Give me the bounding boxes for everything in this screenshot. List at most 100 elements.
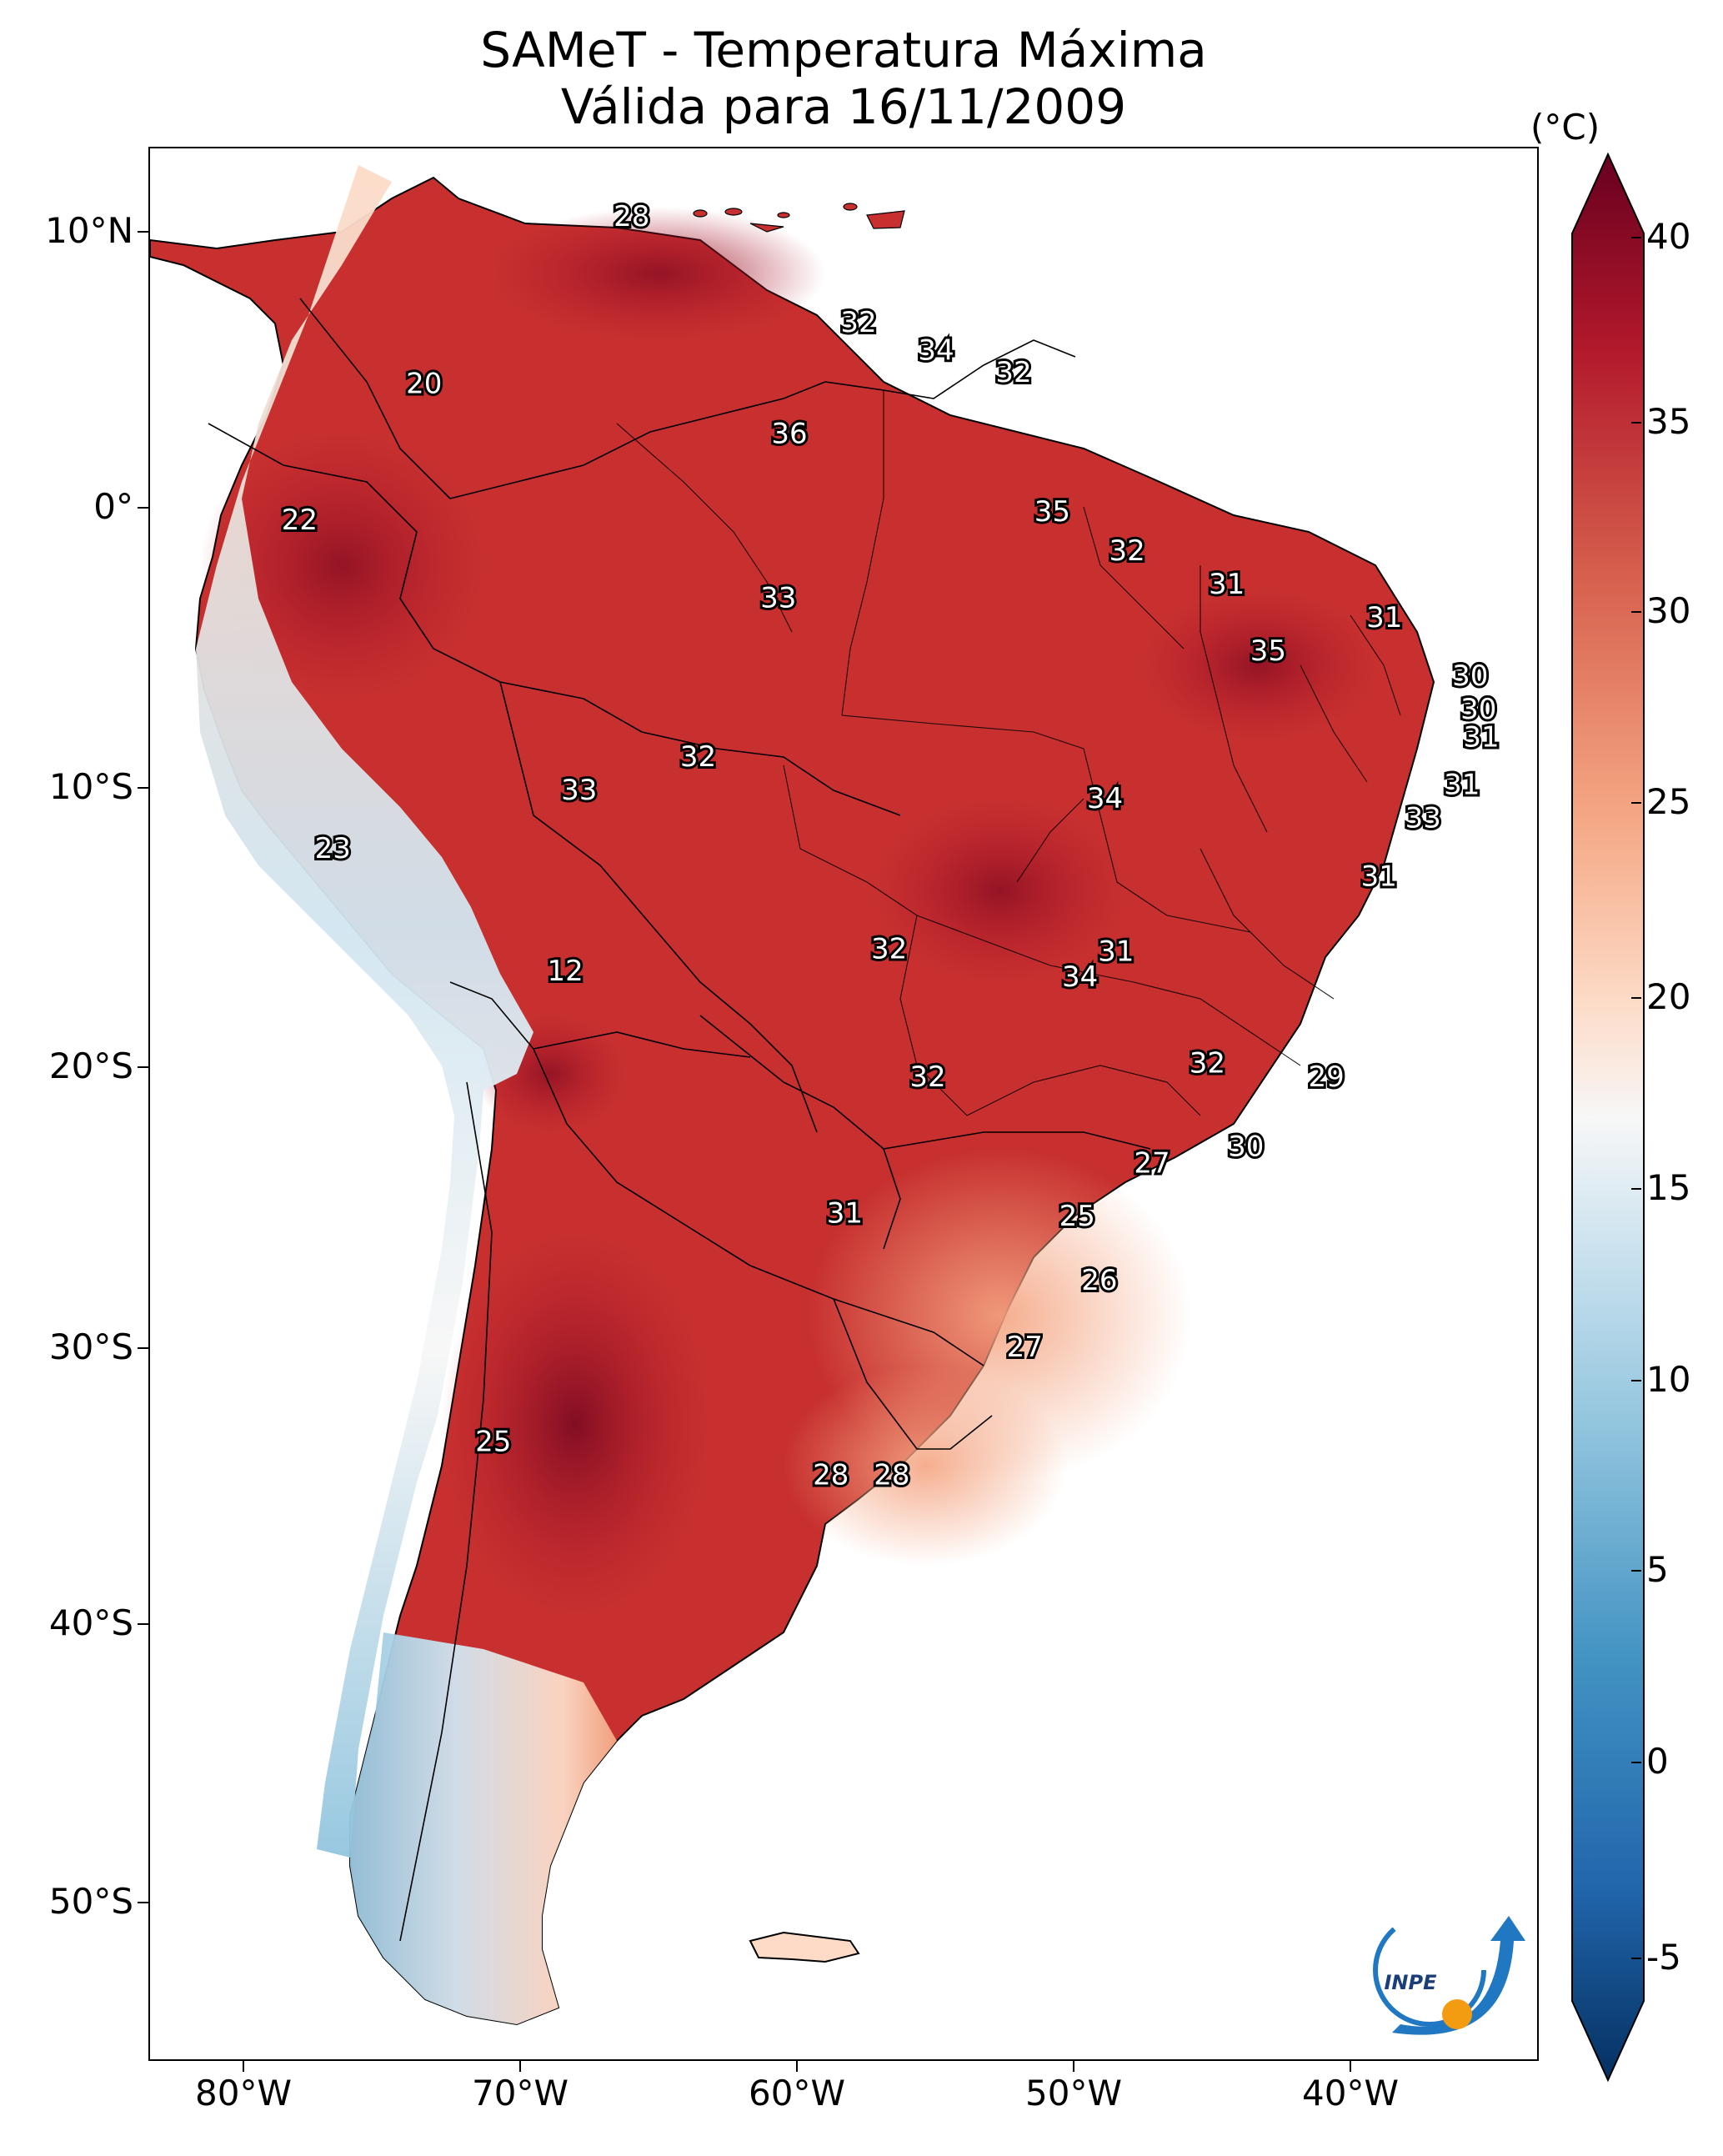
falkland-islands bbox=[749, 1931, 860, 1963]
lon-tick bbox=[519, 2061, 521, 2072]
isotherm-label: 22 bbox=[282, 504, 318, 537]
isotherm-label: 27 bbox=[1134, 1147, 1170, 1181]
colorbar-tick bbox=[1631, 1958, 1641, 1959]
isotherm-label: 29 bbox=[1308, 1060, 1344, 1094]
state-borders bbox=[616, 390, 1401, 1116]
lat-label-30s: 30°S bbox=[48, 1326, 133, 1367]
colorbar-label-10: 10 bbox=[1646, 1359, 1691, 1400]
isotherm-label: 35 bbox=[1250, 634, 1286, 668]
isotherm-label: 26 bbox=[1081, 1264, 1117, 1297]
colorbar-tick bbox=[1631, 611, 1641, 613]
colorbar-tick bbox=[1631, 997, 1641, 999]
lon-label-70w: 70°W bbox=[472, 2073, 568, 2113]
lon-tick bbox=[796, 2061, 798, 2072]
lon-label-40w: 40°W bbox=[1302, 2073, 1399, 2113]
lat-label-10n: 10°N bbox=[45, 210, 133, 251]
isotherm-label: 35 bbox=[1034, 495, 1070, 529]
isotherm-label: 23 bbox=[315, 832, 351, 865]
isotherm-label: 20 bbox=[406, 367, 442, 400]
lat-label-10s: 10°S bbox=[48, 766, 133, 807]
lat-tick bbox=[138, 1347, 148, 1349]
colorbar-tick bbox=[1631, 1570, 1641, 1572]
colorbar-tick bbox=[1631, 1762, 1641, 1763]
colorbar-tick bbox=[1631, 237, 1641, 238]
isotherm-label: 25 bbox=[475, 1426, 511, 1459]
isotherm-label: 31 bbox=[1444, 768, 1480, 801]
colorbar-label-25: 25 bbox=[1646, 781, 1691, 822]
lat-label-0: 0° bbox=[93, 486, 133, 527]
isotherm-label: 32 bbox=[1190, 1046, 1225, 1080]
colorbar-tick bbox=[1631, 1188, 1641, 1190]
isotherm-label: 27 bbox=[1007, 1331, 1043, 1364]
lon-tick bbox=[1350, 2061, 1351, 2072]
mild-region-uruguay bbox=[784, 1366, 1067, 1566]
inpe-logo: INPE bbox=[1373, 1913, 1525, 2035]
lat-label-20s: 20°S bbox=[48, 1045, 133, 1086]
isotherm-label: 28 bbox=[813, 1459, 849, 1492]
colorbar-label-35: 35 bbox=[1646, 401, 1691, 442]
andes-cool-band bbox=[196, 165, 533, 1858]
hot-core-goias bbox=[875, 799, 1125, 982]
patagonia-region bbox=[350, 1632, 617, 2024]
lat-tick bbox=[138, 507, 148, 509]
map-panel: 28 20 22 32 34 32 36 35 32 31 33 31 35 30 30 31 32 33 31 34… bbox=[148, 147, 1539, 2061]
colorbar-label-0: 0 bbox=[1646, 1741, 1669, 1782]
lat-tick bbox=[138, 231, 148, 233]
colorbar bbox=[1571, 152, 1645, 2083]
colorbar-label-5: 5 bbox=[1646, 1549, 1669, 1590]
isotherm-label: 32 bbox=[840, 306, 876, 339]
colorbar-body bbox=[1571, 152, 1645, 2083]
isotherm-label: 33 bbox=[760, 582, 796, 615]
map-title: SAMeT - Temperatura Máxima bbox=[480, 22, 1207, 78]
lat-tick bbox=[138, 1066, 148, 1068]
isotherm-label: 32 bbox=[909, 1060, 945, 1094]
isotherm-label: 32 bbox=[995, 356, 1031, 389]
colorbar-label-15: 15 bbox=[1646, 1167, 1691, 1208]
isotherm-label: 31 bbox=[1463, 721, 1499, 755]
lon-label-80w: 80°W bbox=[195, 2073, 292, 2113]
lat-tick bbox=[138, 1623, 148, 1625]
isotherm-label: 31 bbox=[1361, 860, 1397, 894]
isotherm-label: 33 bbox=[561, 774, 597, 807]
isotherm-label: 31 bbox=[1098, 935, 1134, 969]
isotherm-label: 30 bbox=[1228, 1131, 1264, 1164]
colorbar-tick bbox=[1631, 1380, 1641, 1381]
isotherm-label: 31 bbox=[1209, 568, 1245, 601]
lat-tick bbox=[138, 1902, 148, 1903]
isotherm-label: 30 bbox=[1460, 693, 1496, 726]
isotherm-label: 12 bbox=[547, 955, 583, 988]
isotherm-label: 32 bbox=[680, 740, 716, 774]
isotherm-label: 31 bbox=[1366, 601, 1402, 634]
country-borders bbox=[208, 298, 1151, 1942]
isotherm-label: 32 bbox=[871, 932, 907, 965]
isotherm-label: 31 bbox=[827, 1197, 863, 1231]
colorbar-tick bbox=[1631, 422, 1641, 424]
colorbar-label-minus5: -5 bbox=[1646, 1937, 1681, 1978]
logo-swoosh bbox=[1392, 1916, 1525, 2035]
logo-sun bbox=[1442, 1999, 1472, 2029]
isotherm-label: 28 bbox=[614, 200, 649, 233]
isotherm-label: 34 bbox=[1062, 960, 1098, 994]
colorbar-unit: (°C) bbox=[1530, 107, 1600, 148]
colorbar-label-20: 20 bbox=[1646, 976, 1691, 1017]
isotherm-label: 30 bbox=[1452, 659, 1488, 693]
lon-tick bbox=[243, 2061, 244, 2072]
isotherm-label: 28 bbox=[874, 1459, 909, 1492]
lat-label-50s: 50°S bbox=[48, 1881, 133, 1922]
isotherm-label: 34 bbox=[918, 333, 954, 367]
isotherm-label: 32 bbox=[1109, 534, 1144, 568]
isotherm-label: 25 bbox=[1059, 1200, 1095, 1233]
lon-tick bbox=[1073, 2061, 1074, 2072]
isotherm-label: 36 bbox=[771, 418, 807, 451]
logo-text: INPE bbox=[1385, 1971, 1438, 1994]
lat-label-40s: 40°S bbox=[48, 1602, 133, 1643]
isotherm-label: 34 bbox=[1087, 782, 1123, 815]
logo-ring bbox=[1373, 1913, 1486, 2027]
lat-tick bbox=[138, 787, 148, 789]
colorbar-label-40: 40 bbox=[1646, 216, 1691, 257]
isotherm-label: 33 bbox=[1405, 801, 1441, 835]
caribbean-islands bbox=[693, 203, 905, 233]
lon-label-60w: 60°W bbox=[749, 2073, 845, 2113]
map-subtitle: Válida para 16/11/2009 bbox=[560, 78, 1127, 135]
